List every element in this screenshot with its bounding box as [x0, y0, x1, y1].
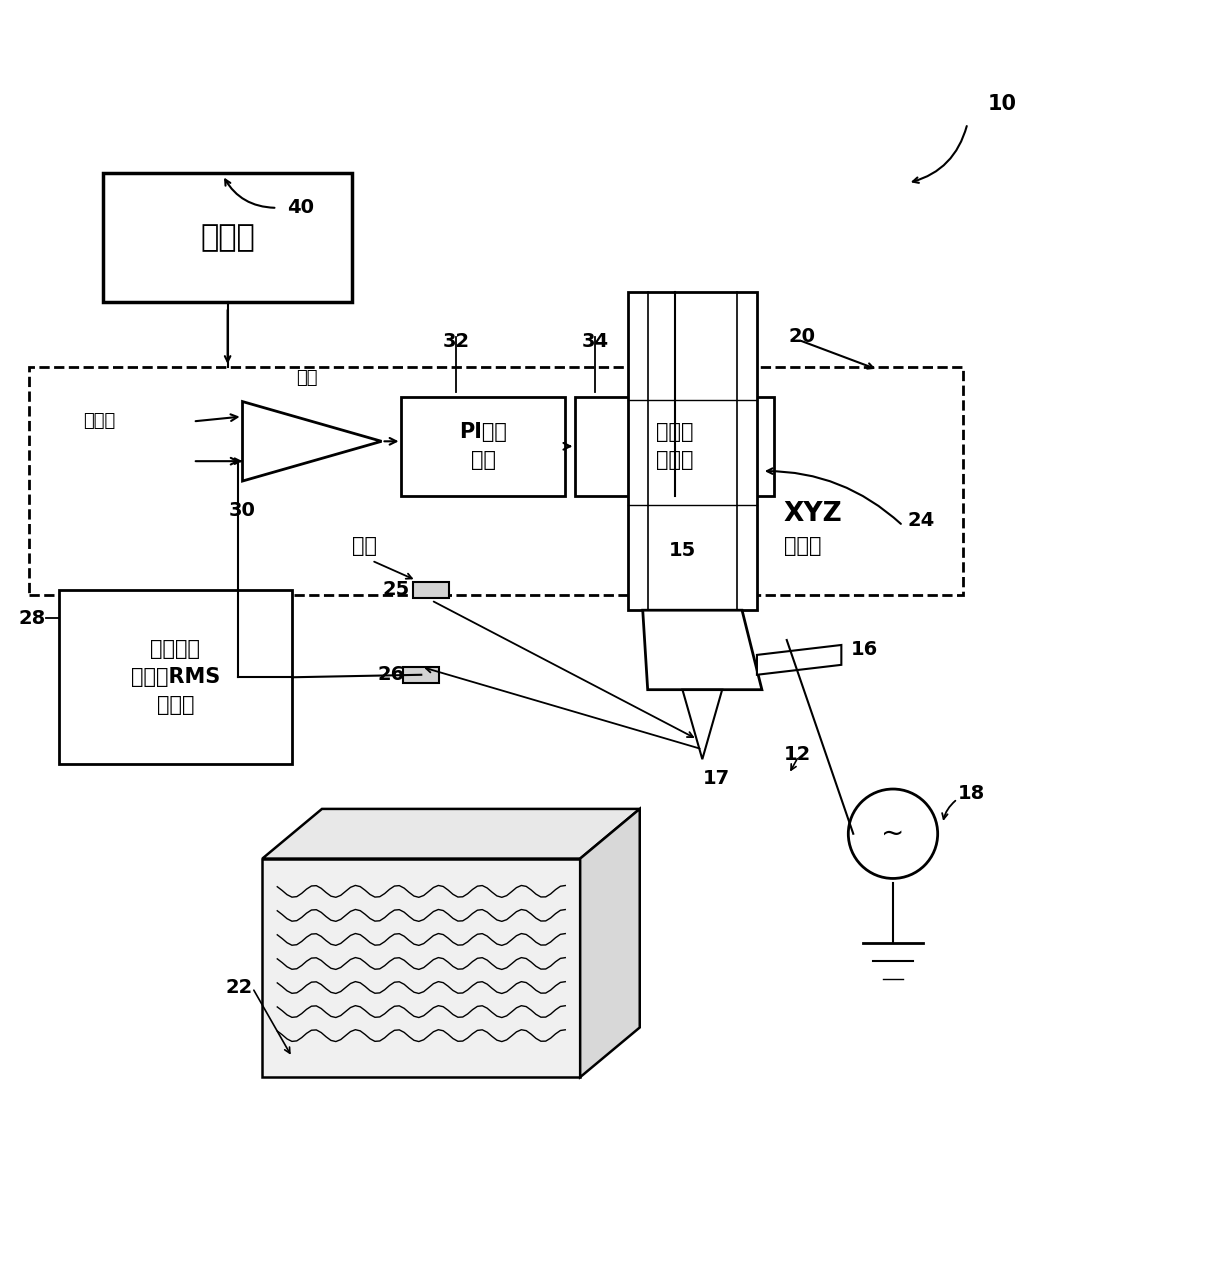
Bar — [59, 590, 292, 764]
Text: 信号处理
（例如RMS
偏斜）: 信号处理 （例如RMS 偏斜） — [130, 640, 220, 715]
Polygon shape — [642, 610, 762, 690]
Text: 17: 17 — [702, 769, 729, 788]
Text: XYZ: XYZ — [783, 501, 842, 527]
Text: 设定点: 设定点 — [83, 413, 116, 431]
Text: 28: 28 — [18, 609, 46, 628]
Text: 误差: 误差 — [296, 369, 317, 387]
Text: 25: 25 — [383, 581, 410, 600]
Text: 工作站: 工作站 — [200, 223, 255, 253]
Polygon shape — [413, 582, 449, 599]
Polygon shape — [581, 809, 640, 1077]
Text: 40: 40 — [287, 197, 314, 217]
Bar — [262, 859, 581, 1077]
Text: 16: 16 — [851, 641, 879, 659]
Text: 12: 12 — [783, 745, 811, 764]
Text: 30: 30 — [229, 501, 256, 520]
Text: 34: 34 — [582, 332, 608, 351]
Bar — [576, 396, 774, 496]
Text: ~: ~ — [881, 819, 905, 847]
Text: 24: 24 — [908, 512, 935, 531]
Bar — [104, 173, 351, 303]
Polygon shape — [757, 645, 841, 674]
Polygon shape — [403, 667, 439, 683]
Text: 22: 22 — [226, 978, 252, 997]
Text: 26: 26 — [378, 665, 406, 683]
Text: 高电压
放大器: 高电压 放大器 — [655, 422, 693, 470]
Text: 15: 15 — [669, 541, 696, 560]
Text: 激光: 激光 — [351, 536, 377, 555]
Text: 10: 10 — [987, 94, 1016, 114]
Text: 32: 32 — [443, 332, 470, 351]
Bar — [29, 367, 962, 595]
Text: 致动器: 致动器 — [783, 536, 821, 555]
Text: PI增益
控制: PI增益 控制 — [460, 422, 507, 470]
Text: 20: 20 — [788, 327, 816, 346]
Polygon shape — [262, 809, 640, 859]
Bar — [402, 396, 565, 496]
Text: 18: 18 — [957, 785, 985, 804]
Bar — [628, 292, 757, 610]
